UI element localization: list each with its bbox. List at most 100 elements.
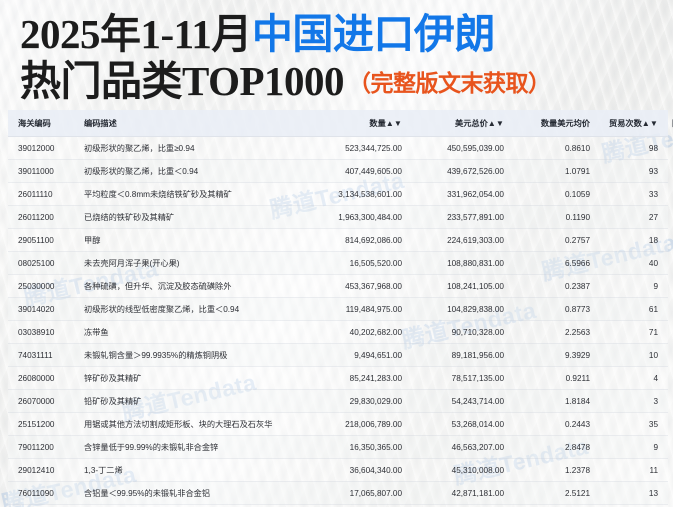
cell-trades: 13	[604, 481, 668, 505]
cell-avg: 9.3929	[508, 343, 604, 367]
table-header-row: 海关编码 编码描述 数量▲▼ 美元总价▲▼ 数量美元均价 贸易次数▲▼ 占比 同…	[8, 110, 673, 137]
cell-code: 39012000	[8, 136, 78, 160]
cell-code: 39014020	[8, 297, 78, 321]
table-row[interactable]: 26070000 铅矿砂及其精矿 29,830,029.00 54,243,714.0…	[8, 389, 668, 413]
col-header-quantity[interactable]: 数量▲▼	[302, 110, 406, 137]
cell-avg: 2.5121	[508, 481, 604, 505]
title-line-1: 2025年1-11月中国进口伊朗	[20, 14, 673, 55]
table-row[interactable]: 29012410 1,3-丁二烯 36,604,340.00 45,310,008.0…	[8, 458, 668, 482]
cell-avg: 0.9211	[508, 366, 604, 390]
cell-code: 25030000	[8, 274, 78, 298]
table-row[interactable]: 39012000 初级形状的聚乙烯，比重≥0.94 523,344,725.00 45…	[8, 136, 668, 160]
cell-qty: 814,692,086.00	[302, 228, 406, 252]
cell-code: 26070000	[8, 389, 78, 413]
cell-qty: 36,604,340.00	[302, 458, 406, 482]
cell-code: 79011200	[8, 435, 78, 459]
cell-avg: 0.1059	[508, 182, 604, 206]
sort-arrows-icon[interactable]: ▲▼	[641, 119, 658, 128]
cell-desc: 平均粒度＜0.8mm未烧结铁矿砂及其精矿	[78, 182, 302, 206]
sort-arrows-icon[interactable]: ▲▼	[385, 119, 402, 128]
cell-usd: 450,595,039.00	[406, 136, 508, 160]
cell-code: 08025100	[8, 251, 78, 275]
cell-trades: 3	[604, 389, 668, 413]
cell-desc: 已烧结的铁矿砂及其精矿	[78, 205, 302, 229]
cell-trades: 98	[604, 136, 668, 160]
col-header-trade-count[interactable]: 贸易次数▲▼	[604, 110, 668, 137]
cell-avg: 1.0791	[508, 159, 604, 183]
table-row[interactable]: 26011200 已烧结的铁矿砂及其精矿 1,963,300,484.00 233,5…	[8, 205, 668, 229]
cell-qty: 69,906,289.00	[302, 504, 406, 507]
table-row[interactable]: 08025100 未去壳阿月浑子果(开心果) 16,505,520.00 108,88…	[8, 251, 668, 275]
cell-code: 76011090	[8, 481, 78, 505]
cell-desc: 冻带鱼	[78, 320, 302, 344]
cell-usd: 90,710,328.00	[406, 320, 508, 344]
cell-qty: 119,484,975.00	[302, 297, 406, 321]
sort-arrows-icon[interactable]: ▲▼	[487, 119, 504, 128]
cell-qty: 29,830,029.00	[302, 389, 406, 413]
cell-usd: 54,243,714.00	[406, 389, 508, 413]
cell-avg: 1.2378	[508, 458, 604, 482]
cell-trades: 33	[604, 182, 668, 206]
col-header-usd-total[interactable]: 美元总价▲▼	[406, 110, 508, 137]
cell-code: 26011200	[8, 205, 78, 229]
cell-usd: 108,880,831.00	[406, 251, 508, 275]
cell-qty: 9,494,651.00	[302, 343, 406, 367]
cell-trades: 4	[604, 366, 668, 390]
cell-desc: 1，2-乙二醇	[78, 504, 302, 507]
table-body: 39012000 初级形状的聚乙烯，比重≥0.94 523,344,725.00 45…	[8, 136, 668, 507]
cell-desc: 甲醇	[78, 228, 302, 252]
cell-code: 29053100	[8, 504, 78, 507]
table-row[interactable]: 290531001，2-乙二醇69,906,289.0036,194,294.0…	[8, 504, 668, 507]
cell-qty: 453,367,968.00	[302, 274, 406, 298]
cell-desc: 未锻轧铜含量＞99.9935%的精炼铜阴极	[78, 343, 302, 367]
table-row[interactable]: 25030000 各种硫磺，但升华、沉淀及胶态硫磺除外 453,367,968.00…	[8, 274, 668, 298]
cell-code: 26011110	[8, 182, 78, 206]
cell-trades: 61	[604, 297, 668, 321]
cell-trades: 9	[604, 274, 668, 298]
cell-usd: 46,563,207.00	[406, 435, 508, 459]
cell-desc: 初级形状的聚乙烯，比重≥0.94	[78, 136, 302, 160]
cell-trades: 27	[604, 205, 668, 229]
title-subject: 中国进口伊朗	[251, 11, 496, 57]
table-row[interactable]: 39014020 初级形状的线型低密度聚乙烯，比重＜0.94 119,484,975…	[8, 297, 668, 321]
cell-desc: 含铝量＜99.95%的未锻轧非合金铝	[78, 481, 302, 505]
customs-data-table: 海关编码 编码描述 数量▲▼ 美元总价▲▼ 数量美元均价 贸易次数▲▼ 占比 同…	[8, 110, 673, 507]
cell-trades: 10	[604, 343, 668, 367]
cell-desc: 用锯或其他方法切割成矩形板、块的大理石及石灰华	[78, 412, 302, 436]
cell-avg: 0.1190	[508, 205, 604, 229]
cell-avg: 0.2757	[508, 228, 604, 252]
cell-qty: 17,065,807.00	[302, 481, 406, 505]
table-row[interactable]: 26011110 平均粒度＜0.8mm未烧结铁矿砂及其精矿 3,134,538,60…	[8, 182, 668, 206]
cell-desc: 含锌量低于99.99%的未锻轧非合金锌	[78, 435, 302, 459]
cell-usd: 108,241,105.00	[406, 274, 508, 298]
cell-desc: 锌矿砂及其精矿	[78, 366, 302, 390]
cell-usd: 439,672,526.00	[406, 159, 508, 183]
col-header-description: 编码描述	[78, 110, 302, 137]
cell-avg: 0.2387	[508, 274, 604, 298]
page-title: 2025年1-11月中国进口伊朗 热门品类TOP1000 （完整版文末获取）	[0, 0, 673, 102]
cell-trades: 40	[604, 251, 668, 275]
cell-usd: 36,194,294.00	[406, 504, 508, 507]
cell-desc: 各种硫磺，但升华、沉淀及胶态硫磺除外	[78, 274, 302, 298]
table-row[interactable]: 29051100 甲醇 814,692,086.00 224,619,303.00 0.…	[8, 228, 668, 252]
table-row[interactable]: 79011200 含锌量低于99.99%的未锻轧非合金锌 16,350,365.00…	[8, 435, 668, 459]
cell-avg: 6.5966	[508, 251, 604, 275]
cell-qty: 523,344,725.00	[302, 136, 406, 160]
cell-usd: 331,962,054.00	[406, 182, 508, 206]
cell-desc: 1,3-丁二烯	[78, 458, 302, 482]
cell-qty: 1,963,300,484.00	[302, 205, 406, 229]
table-row[interactable]: 25151200 用锯或其他方法切割成矩形板、块的大理石及石灰华 218,006,7…	[8, 412, 668, 436]
table-row[interactable]: 03038910 冻带鱼 40,202,682.00 90,710,328.00 2.2…	[8, 320, 668, 344]
cell-code: 25151200	[8, 412, 78, 436]
table-row[interactable]: 74031111 未锻轧铜含量＞99.9935%的精炼铜阴极 9,494,651.0…	[8, 343, 668, 367]
cell-desc: 初级形状的聚乙烯，比重＜0.94	[78, 159, 302, 183]
cell-trades: 71	[604, 320, 668, 344]
table-row[interactable]: 76011090 含铝量＜99.95%的未锻轧非合金铝 17,065,807.00 4…	[8, 481, 668, 505]
table-row[interactable]: 26080000 锌矿砂及其精矿 85,241,283.00 78,517,135.0…	[8, 366, 668, 390]
cell-usd: 104,829,838.00	[406, 297, 508, 321]
cell-qty: 85,241,283.00	[302, 366, 406, 390]
cell-qty: 218,006,789.00	[302, 412, 406, 436]
cell-qty: 40,202,682.00	[302, 320, 406, 344]
cell-qty: 3,134,538,601.00	[302, 182, 406, 206]
table-row[interactable]: 39011000 初级形状的聚乙烯，比重＜0.94 407,449,605.00 43…	[8, 159, 668, 183]
